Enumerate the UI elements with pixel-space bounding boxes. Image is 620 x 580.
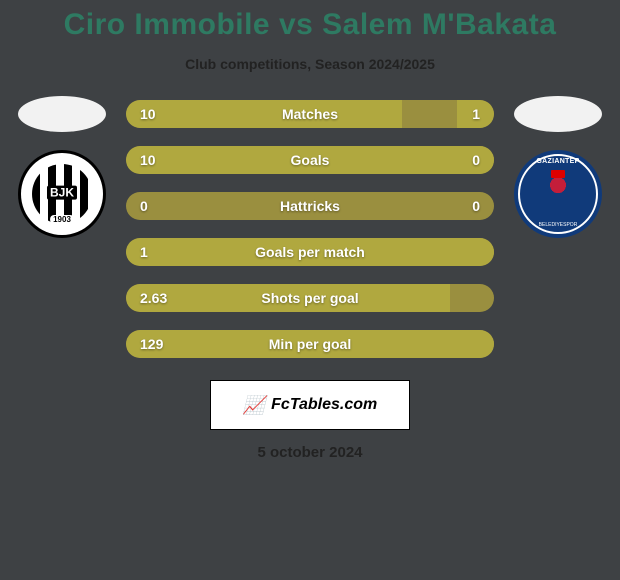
gazi-sub: BELEDIYESPOR [539, 222, 578, 228]
stat-label: Goals [291, 152, 330, 168]
stat-label: Goals per match [255, 244, 365, 260]
player-right-photo [514, 96, 602, 132]
page-title: Ciro Immobile vs Salem M'Bakata [0, 0, 620, 42]
stat-bar: 0 Hattricks 0 [126, 192, 494, 220]
player-left-photo [18, 96, 106, 132]
stat-value-left: 0 [140, 198, 148, 214]
bjk-year: 1903 [50, 215, 74, 224]
attribution-text: FcTables.com [271, 396, 377, 414]
club-badge-right: GAZIANTEP BELEDIYESPOR [514, 150, 602, 238]
stat-value-right: 0 [472, 198, 480, 214]
stat-value-right: 1 [472, 106, 480, 122]
stat-label: Min per goal [269, 336, 351, 352]
attribution-box: 📈 FcTables.com [210, 380, 410, 430]
player-right-column: GAZIANTEP BELEDIYESPOR [502, 96, 614, 238]
bjk-label: BJK [47, 186, 77, 200]
stat-bar: 10 Goals 0 [126, 146, 494, 174]
attribution-icon: 📈 [243, 395, 265, 416]
subtitle: Club competitions, Season 2024/2025 [0, 56, 620, 72]
stat-value-left: 2.63 [140, 290, 167, 306]
stat-value-left: 10 [140, 106, 156, 122]
stat-bar: 1 Goals per match [126, 238, 494, 266]
gazi-flag-icon [551, 170, 565, 178]
stat-bar: 2.63 Shots per goal [126, 284, 494, 312]
stat-value-left: 129 [140, 336, 163, 352]
gazi-label: GAZIANTEP [536, 158, 579, 165]
player-left-column: BJK 1903 [6, 96, 118, 238]
comparison-container: Ciro Immobile vs Salem M'Bakata Club com… [0, 0, 620, 580]
stat-label: Hattricks [280, 198, 340, 214]
stat-label: Shots per goal [261, 290, 358, 306]
stat-bar: 129 Min per goal [126, 330, 494, 358]
club-badge-left: BJK 1903 [18, 150, 106, 238]
stat-label: Matches [282, 106, 338, 122]
stat-fill-left [126, 100, 402, 128]
stat-value-right: 0 [472, 152, 480, 168]
stats-column: 10 Matches 1 10 Goals 0 0 Hattricks 0 1 Goals per … [118, 96, 502, 358]
content-row: BJK 1903 10 Matches 1 10 Goals 0 0 Hattricks 0 1 G… [0, 96, 620, 358]
footer-date: 5 october 2024 [0, 444, 620, 461]
stat-bar: 10 Matches 1 [126, 100, 494, 128]
stat-value-left: 1 [140, 244, 148, 260]
stat-value-left: 10 [140, 152, 156, 168]
